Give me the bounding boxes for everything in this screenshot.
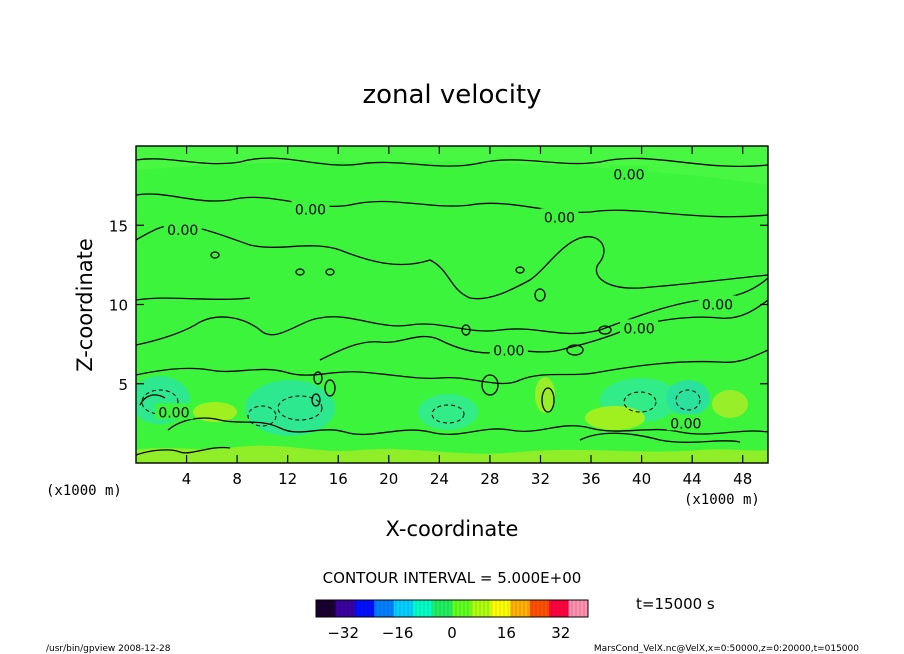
x-tick-label: 48 [733,470,752,488]
y-tick-label: 5 [118,376,128,394]
colorbar-cell [490,600,511,617]
cyan-anomaly-2 [245,380,335,436]
y-axis-ticks: 5 10 15 [109,217,768,394]
contour-label: 0.00 [158,405,189,421]
contour-label: 0.00 [167,223,198,239]
contour-label-bg [489,341,528,358]
colorbar-ticks: −32 −16 0 16 32 [327,624,570,642]
colorbar-cell [432,600,453,617]
contour-label: 0.00 [544,210,575,226]
contour-label-bg [666,414,705,431]
colorbar-cell [354,600,375,617]
colorbar-cells [315,600,589,617]
y-tick-label: 10 [109,297,128,315]
contour-label: 0.00 [670,416,701,432]
x-tick-label: 8 [232,470,242,488]
x-axis-label: X-coordinate [386,517,519,541]
colorbar-cell [568,600,589,617]
contour-lines [136,157,768,456]
x-unit-right: (x1000 m) [684,492,760,508]
contour-label-bg [698,295,737,312]
cyan-anomaly-5 [666,380,710,416]
contour-label-bg [154,403,193,420]
yellow-anomaly-4 [535,377,555,413]
x-tick-label: 24 [430,470,449,488]
colorbar-cell [549,600,570,617]
contour-interval-text: CONTOUR INTERVAL = 5.000E+00 [323,569,582,587]
contour-label: 0.00 [493,343,524,359]
x-tick-label: 40 [632,470,651,488]
colorbar-cell [471,600,492,617]
bottom-yellow-band [136,445,768,463]
colorbar: −32 −16 0 16 32 [315,599,589,642]
colorbar-cell [529,600,550,617]
y-tick-label: 15 [109,217,128,235]
time-label: t=15000 s [636,595,715,613]
contour-label-bg [291,200,330,217]
cyan-anomaly-3 [418,394,478,430]
contour-label: 0.00 [623,321,654,337]
y-axis-label: Z-coordinate [73,238,97,372]
colorbar-frame [315,599,589,618]
x-tick-label: 20 [379,470,398,488]
x-tick-label: 12 [278,470,297,488]
plot-area: 0.00 0.00 0.00 0.00 0.00 0.00 0.00 0.00 0.00 [136,146,768,463]
colorbar-cell [413,600,434,617]
contour-label: 0.00 [702,298,733,314]
colorbar-cell [316,600,336,617]
x-tick-label: 32 [531,470,550,488]
chart-title: zonal velocity [362,80,541,110]
contour-labels: 0.00 0.00 0.00 0.00 0.00 0.00 0.00 0.00 0.00 [154,165,737,432]
x-tick-label: 16 [329,470,348,488]
x-tick-label: 28 [480,470,499,488]
colorbar-tick-label: 0 [447,624,457,642]
contour-label-bg [609,165,648,182]
contour-label-bg [163,221,202,238]
colorbar-cell [452,600,472,617]
x-axis-ticks: 4 8 12 16 20 24 28 32 36 40 44 48 [182,146,752,488]
colorbar-tick-label: 32 [551,624,570,642]
yellow-anomaly-2 [585,406,645,430]
contour-label: 0.00 [295,202,326,218]
yellow-anomaly-1 [193,402,237,422]
contour-label-bg [540,208,579,225]
x-unit-left: (x1000 m) [46,483,122,499]
upper-light-band [136,146,768,185]
colorbar-tick-label: −32 [327,624,359,642]
contour-label-bg [620,319,659,336]
x-tick-label: 44 [683,470,702,488]
colorbar-tick-label: 16 [497,624,516,642]
footer-right: MarsCond_VelX.nc@VelX,x=0:50000,z=0:2000… [594,644,859,654]
dashed-contours [141,389,701,427]
x-tick-label: 4 [182,470,192,488]
colorbar-cell [510,600,531,617]
colorbar-tick-label: −16 [382,624,414,642]
yellow-anomaly-3 [712,390,748,418]
footer-left: /usr/bin/gpview 2008-12-28 [46,644,171,654]
colorbar-cell [335,600,356,617]
x-tick-label: 36 [581,470,600,488]
contour-label: 0.00 [613,168,644,184]
colorbar-cell [393,600,414,617]
colorbar-cell [374,600,395,617]
